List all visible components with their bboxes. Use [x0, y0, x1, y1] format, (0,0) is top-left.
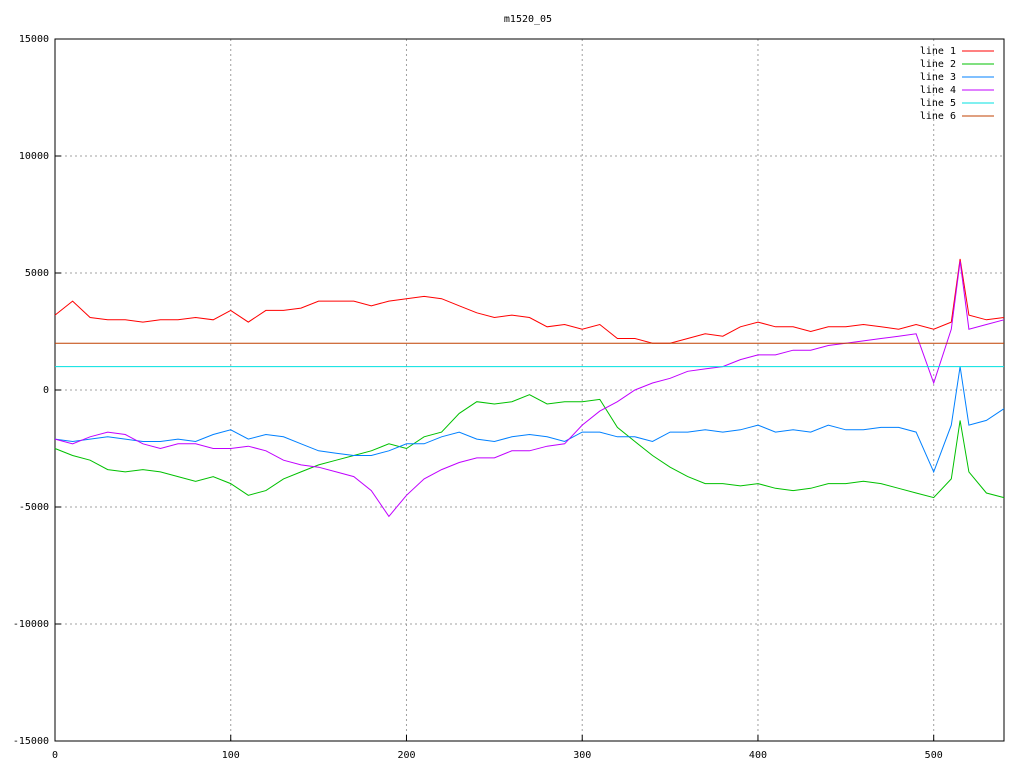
series-line: [54, 394, 1005, 499]
y-tick-label: -15000: [13, 736, 49, 747]
x-tick-label: 100: [222, 750, 240, 761]
legend-label: line 2: [920, 59, 956, 70]
y-tick-label: 0: [43, 385, 49, 396]
x-tick-label: 500: [925, 750, 943, 761]
x-tick-label: 400: [749, 750, 767, 761]
y-tick-label: 15000: [19, 34, 49, 45]
x-tick-label: 0: [52, 750, 58, 761]
legend-label: line 4: [920, 85, 956, 96]
series-line: [54, 366, 1005, 474]
series-line: [54, 261, 1005, 518]
legend-label: line 6: [920, 111, 956, 122]
legend-label: line 5: [920, 98, 956, 109]
y-tick-label: -5000: [19, 502, 49, 513]
legend-label: line 3: [920, 72, 956, 83]
legend-label: line 1: [920, 46, 956, 57]
chart-title: m1520_05: [504, 14, 552, 25]
y-tick-label: 5000: [25, 268, 49, 279]
x-tick-label: 200: [397, 750, 415, 761]
x-tick-label: 300: [573, 750, 591, 761]
plot-frame: [54, 38, 1005, 742]
series-line: [54, 258, 1005, 344]
y-tick-label: -10000: [13, 619, 49, 630]
y-tick-label: 10000: [19, 151, 49, 162]
